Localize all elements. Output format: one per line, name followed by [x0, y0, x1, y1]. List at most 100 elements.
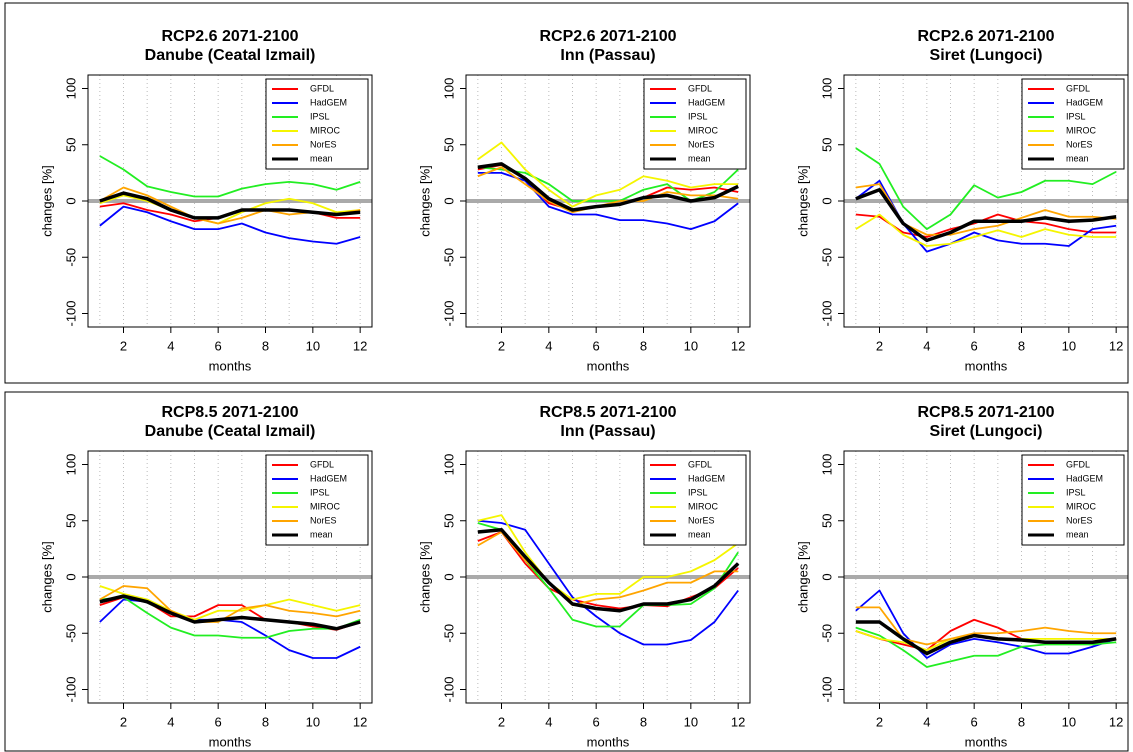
legend-label: NorES: [1066, 515, 1093, 525]
y-tick-label: -100: [441, 300, 456, 326]
x-tick-label: 10: [684, 338, 698, 353]
series-line: [855, 213, 1117, 238]
x-tick-label: 4: [545, 338, 552, 353]
x-tick-label: 8: [262, 338, 269, 353]
chart-subtitle: Siret (Lungoci): [930, 423, 1043, 440]
y-tick-label: 100: [63, 454, 78, 476]
legend-label: GFDL: [310, 459, 334, 469]
chart-subtitle: Inn (Passau): [560, 423, 655, 440]
x-tick-label: 2: [120, 338, 127, 353]
plot-frame: [465, 74, 751, 328]
x-tick-label: 4: [923, 338, 930, 353]
x-tick-label: 10: [306, 338, 320, 353]
y-tick-label: 0: [441, 573, 456, 580]
legend-label: mean: [688, 529, 711, 539]
legend-label: mean: [688, 153, 711, 163]
row-box: [4, 391, 1129, 752]
legend-label: MIROC: [1066, 125, 1096, 135]
legend-box: [643, 454, 747, 546]
plot-frame: [843, 74, 1129, 328]
series-line: [99, 191, 361, 220]
series-line: [99, 594, 361, 631]
chart-title: RCP8.5 2071-2100: [918, 404, 1055, 421]
y-tick-label: -50: [63, 248, 78, 267]
x-tick-label: 4: [545, 714, 552, 729]
y-axis-label: changes [%]: [39, 165, 54, 237]
x-axis-label: months: [965, 358, 1008, 373]
series-line: [477, 514, 739, 601]
y-tick-label: -50: [441, 248, 456, 267]
x-tick-label: 10: [1062, 338, 1076, 353]
y-tick-label: -100: [819, 676, 834, 702]
y-tick-label: -100: [63, 300, 78, 326]
y-axis-label: changes [%]: [417, 541, 432, 613]
legend-box: [1021, 454, 1125, 546]
legend-label: mean: [1066, 153, 1089, 163]
series-line: [477, 162, 739, 212]
chart-subtitle: Danube (Ceatal Izmail): [145, 423, 316, 440]
series-line: [99, 596, 361, 639]
legend-label: GFDL: [1066, 83, 1090, 93]
x-tick-label: 6: [971, 338, 978, 353]
chart-title: RCP8.5 2071-2100: [162, 404, 299, 421]
series-line: [477, 519, 739, 646]
legend-label: HadGEM: [310, 97, 347, 107]
legend-box: [265, 78, 369, 170]
x-tick-label: 4: [167, 338, 174, 353]
chart-title: RCP8.5 2071-2100: [540, 404, 677, 421]
x-tick-label: 2: [498, 338, 505, 353]
plot-frame: [87, 450, 373, 704]
y-tick-label: 100: [441, 454, 456, 476]
y-tick-label: 0: [63, 573, 78, 580]
y-tick-label: 50: [63, 514, 78, 528]
x-tick-label: 12: [731, 338, 745, 353]
y-tick-label: 0: [819, 573, 834, 580]
series-line: [477, 531, 739, 607]
x-tick-label: 6: [215, 714, 222, 729]
legend-label: HadGEM: [1066, 473, 1103, 483]
x-tick-label: 8: [640, 714, 647, 729]
series-line: [99, 585, 361, 623]
legend-label: GFDL: [688, 83, 712, 93]
x-axis-label: months: [209, 358, 252, 373]
series-line: [477, 171, 739, 231]
x-tick-label: 10: [684, 714, 698, 729]
legend-label: HadGEM: [310, 473, 347, 483]
y-axis-label: changes [%]: [39, 541, 54, 613]
x-tick-label: 6: [593, 338, 600, 353]
x-tick-label: 2: [876, 714, 883, 729]
legend-label: mean: [310, 529, 333, 539]
y-tick-label: -100: [819, 300, 834, 326]
y-tick-label: 0: [63, 197, 78, 204]
legend-label: MIROC: [310, 125, 340, 135]
legend-label: mean: [1066, 529, 1089, 539]
chart-subtitle: Danube (Ceatal Izmail): [145, 47, 316, 64]
series-line: [855, 620, 1117, 656]
legend-box: [265, 454, 369, 546]
plot-frame: [87, 74, 373, 328]
plot-frame: [465, 450, 751, 704]
x-axis-label: months: [965, 734, 1008, 749]
x-tick-label: 12: [1109, 714, 1123, 729]
y-tick-label: 100: [63, 78, 78, 100]
legend-label: IPSL: [1066, 487, 1086, 497]
legend-label: MIROC: [310, 501, 340, 511]
y-axis-label: changes [%]: [795, 541, 810, 613]
legend-label: HadGEM: [688, 97, 725, 107]
legend-label: GFDL: [1066, 459, 1090, 469]
series-line: [99, 585, 361, 621]
legend-label: HadGEM: [688, 473, 725, 483]
legend-label: IPSL: [1066, 111, 1086, 121]
chart-subtitle: Inn (Passau): [560, 47, 655, 64]
legend-label: NorES: [688, 515, 715, 525]
chart-title: RCP2.6 2071-2100: [918, 28, 1055, 45]
legend-label: MIROC: [688, 501, 718, 511]
series-line: [477, 141, 739, 208]
legend-label: NorES: [1066, 139, 1093, 149]
y-tick-label: 100: [819, 454, 834, 476]
y-tick-label: -50: [63, 624, 78, 643]
y-tick-label: -50: [819, 624, 834, 643]
x-tick-label: 12: [353, 714, 367, 729]
x-axis-label: months: [587, 358, 630, 373]
